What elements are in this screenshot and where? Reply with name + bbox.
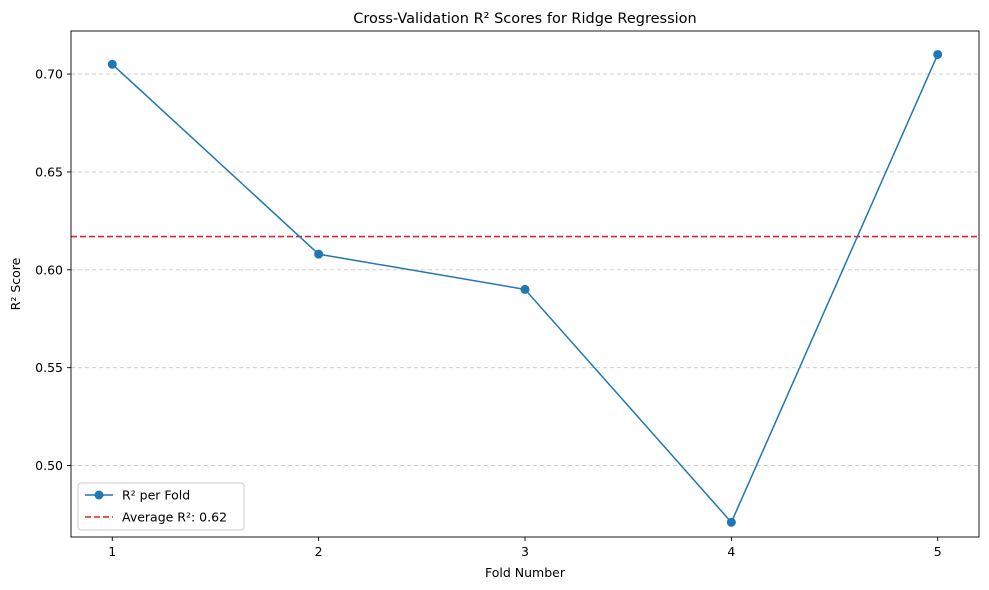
x-tick-label: 3 [521,544,529,559]
data-point [726,517,736,527]
data-point [520,284,530,294]
data-point [107,59,117,69]
series-layer [107,49,943,527]
y-axis: 0.50 0.55 0.60 0.65 0.70 [35,67,71,473]
y-tick-label: 0.55 [35,360,63,375]
x-axis: 1 2 3 4 5 [108,537,942,559]
data-point [314,249,324,259]
y-tick-label: 0.70 [35,67,63,82]
y-axis-label: R² Score [8,257,23,310]
x-tick-label: 2 [315,544,323,559]
y-tick-label: 0.50 [35,458,63,473]
x-axis-label: Fold Number [485,565,566,580]
y-tick-label: 0.65 [35,164,63,179]
x-tick-label: 4 [727,544,735,559]
chart-title: Cross-Validation R² Scores for Ridge Reg… [353,11,697,27]
legend-label-series: R² per Fold [122,488,190,503]
x-tick-label: 1 [108,544,116,559]
legend-marker-series [94,490,104,500]
legend-label-average: Average R²: 0.62 [122,510,227,525]
grid-lines [71,73,979,466]
legend: R² per Fold Average R²: 0.62 [77,482,245,531]
data-point [933,49,943,59]
legend-box [77,482,245,531]
y-tick-label: 0.60 [35,262,63,277]
x-tick-label: 5 [934,544,942,559]
